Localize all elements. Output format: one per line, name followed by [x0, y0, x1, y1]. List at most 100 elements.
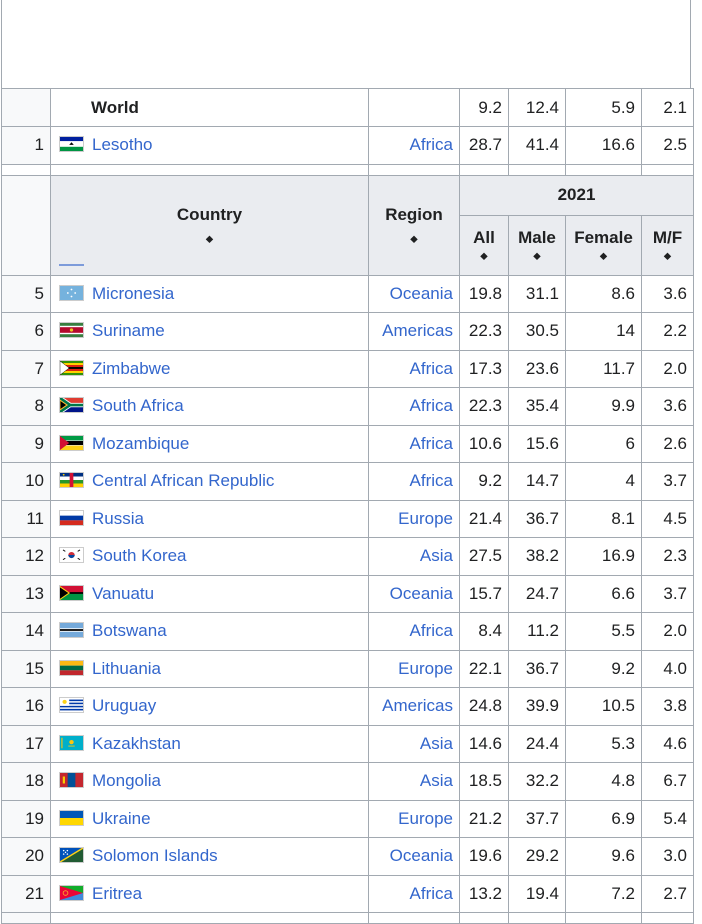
sort-icon[interactable]: ⬥ — [600, 251, 607, 263]
country-link[interactable]: Eritrea — [92, 883, 143, 903]
country-link[interactable]: Mozambique — [92, 433, 190, 453]
country-link[interactable]: Solomon Islands — [92, 846, 218, 866]
car-flag-icon[interactable] — [59, 472, 84, 489]
country-cell: Uruguay — [50, 687, 369, 726]
region-link[interactable]: Africa — [409, 135, 453, 155]
region-link[interactable]: Europe — [398, 658, 453, 678]
region-cell: Africa — [368, 874, 460, 913]
region-cell: Americas — [368, 312, 460, 351]
mf-header-label: M/F — [652, 228, 683, 248]
male-cell: 35.4 — [508, 387, 566, 426]
table-row: 10 Central African Republic Africa 9.2 14.7 4… — [1, 462, 694, 501]
micronesia-flag-icon[interactable] — [59, 284, 84, 301]
zimbabwe-flag-icon[interactable] — [59, 359, 84, 376]
rank-cell: 15 — [1, 649, 51, 688]
country-link[interactable]: South Africa — [92, 396, 184, 416]
region-link[interactable]: Africa — [409, 396, 453, 416]
country-cell: Vanuatu — [50, 574, 369, 613]
region-link[interactable]: Africa — [409, 471, 453, 491]
partial-cell — [459, 912, 509, 924]
region-header[interactable]: Region ⬥ — [368, 174, 460, 276]
gap-cell — [50, 163, 369, 176]
country-link[interactable]: Vanuatu — [92, 583, 155, 603]
country-link[interactable]: Zimbabwe — [92, 358, 171, 378]
region-link[interactable]: Oceania — [389, 583, 453, 603]
mf-cell: 3.7 — [641, 462, 694, 501]
region-link[interactable]: Africa — [409, 621, 453, 641]
region-link[interactable]: Africa — [409, 883, 453, 903]
solomon-islands-flag-icon[interactable] — [59, 847, 84, 864]
all-cell: 27.5 — [459, 537, 509, 576]
sort-icon[interactable]: ⬥ — [410, 234, 418, 245]
all-header[interactable]: All ⬥ — [459, 215, 509, 276]
country-link[interactable]: Uruguay — [92, 696, 157, 716]
south-korea-flag-icon[interactable] — [59, 547, 84, 564]
header-underline — [59, 264, 84, 266]
mongolia-flag-icon[interactable] — [59, 772, 84, 789]
mf-cell: 4.0 — [641, 649, 694, 688]
all-cell: 19.8 — [459, 274, 509, 313]
eritrea-flag-icon[interactable] — [59, 884, 84, 901]
country-link[interactable]: Central African Republic — [92, 471, 275, 491]
region-link[interactable]: Africa — [409, 358, 453, 378]
all-cell: 28.7 — [459, 126, 509, 165]
russia-flag-icon[interactable] — [59, 509, 84, 526]
table-row: 11 Russia Europe 21.4 36.7 8.1 4.5 — [1, 499, 694, 538]
table-row: 9 Mozambique Africa 10.6 15.6 6 2.6 — [1, 424, 694, 463]
botswana-flag-icon[interactable] — [59, 622, 84, 639]
region-link[interactable]: Asia — [419, 546, 453, 566]
country-link[interactable]: Kazakhstan — [92, 733, 181, 753]
female-cell: 6.6 — [565, 574, 642, 613]
region-cell: Oceania — [368, 837, 460, 876]
kazakhstan-flag-icon[interactable] — [59, 734, 84, 751]
sort-icon[interactable]: ⬥ — [206, 234, 213, 245]
country-link[interactable]: Lesotho — [92, 135, 153, 155]
male-cell: 30.5 — [508, 312, 566, 351]
country-link[interactable]: Suriname — [92, 321, 165, 341]
mozambique-flag-icon[interactable] — [59, 434, 84, 451]
all-cell: 15.7 — [459, 574, 509, 613]
region-link[interactable]: Americas — [382, 696, 453, 716]
male-header[interactable]: Male ⬥ — [508, 215, 566, 276]
rank-cell: 18 — [1, 762, 51, 801]
uruguay-flag-icon[interactable] — [59, 697, 84, 714]
region-link[interactable]: Europe — [398, 508, 453, 528]
country-link[interactable]: Ukraine — [92, 808, 151, 828]
country-link[interactable]: Micronesia — [92, 283, 175, 303]
rank-cell: 12 — [1, 537, 51, 576]
region-link[interactable]: Americas — [382, 321, 453, 341]
region-link[interactable]: Asia — [419, 771, 453, 791]
country-link[interactable]: Russia — [92, 508, 144, 528]
gap-cell — [459, 163, 509, 176]
region-link[interactable]: Oceania — [389, 283, 453, 303]
all-cell: 14.6 — [459, 724, 509, 763]
region-link[interactable]: Europe — [398, 808, 453, 828]
ukraine-flag-icon[interactable] — [59, 809, 84, 826]
country-link[interactable]: South Korea — [92, 546, 187, 566]
region-link[interactable]: Oceania — [389, 846, 453, 866]
sort-icon[interactable]: ⬥ — [664, 251, 671, 263]
male-cell: 36.7 — [508, 499, 566, 538]
male-cell: 31.1 — [508, 274, 566, 313]
rank-cell: 17 — [1, 724, 51, 763]
region-cell: Oceania — [368, 574, 460, 613]
lithuania-flag-icon[interactable] — [59, 659, 84, 676]
lesotho-flag-icon[interactable] — [59, 136, 84, 153]
country-link[interactable]: Lithuania — [92, 658, 162, 678]
sort-icon[interactable]: ⬥ — [480, 251, 488, 263]
country-header[interactable]: Country ⬥ — [50, 174, 369, 276]
vanuatu-flag-icon[interactable] — [59, 584, 84, 601]
partial-cell — [641, 912, 694, 924]
table-row: 8 South Africa Africa 22.3 35.4 9.9 3.6 — [1, 387, 694, 426]
female-header[interactable]: Female ⬥ — [565, 215, 642, 276]
region-link[interactable]: Asia — [419, 733, 453, 753]
sort-icon[interactable]: ⬥ — [533, 251, 541, 263]
suriname-flag-icon[interactable] — [59, 322, 84, 339]
region-link[interactable]: Africa — [409, 433, 453, 453]
female-cell: 10.5 — [565, 687, 642, 726]
mf-header[interactable]: M/F ⬥ — [641, 215, 694, 276]
all-cell: 8.4 — [459, 612, 509, 651]
country-link[interactable]: Mongolia — [92, 771, 161, 791]
south-africa-flag-icon[interactable] — [59, 397, 84, 414]
country-link[interactable]: Botswana — [92, 621, 167, 641]
